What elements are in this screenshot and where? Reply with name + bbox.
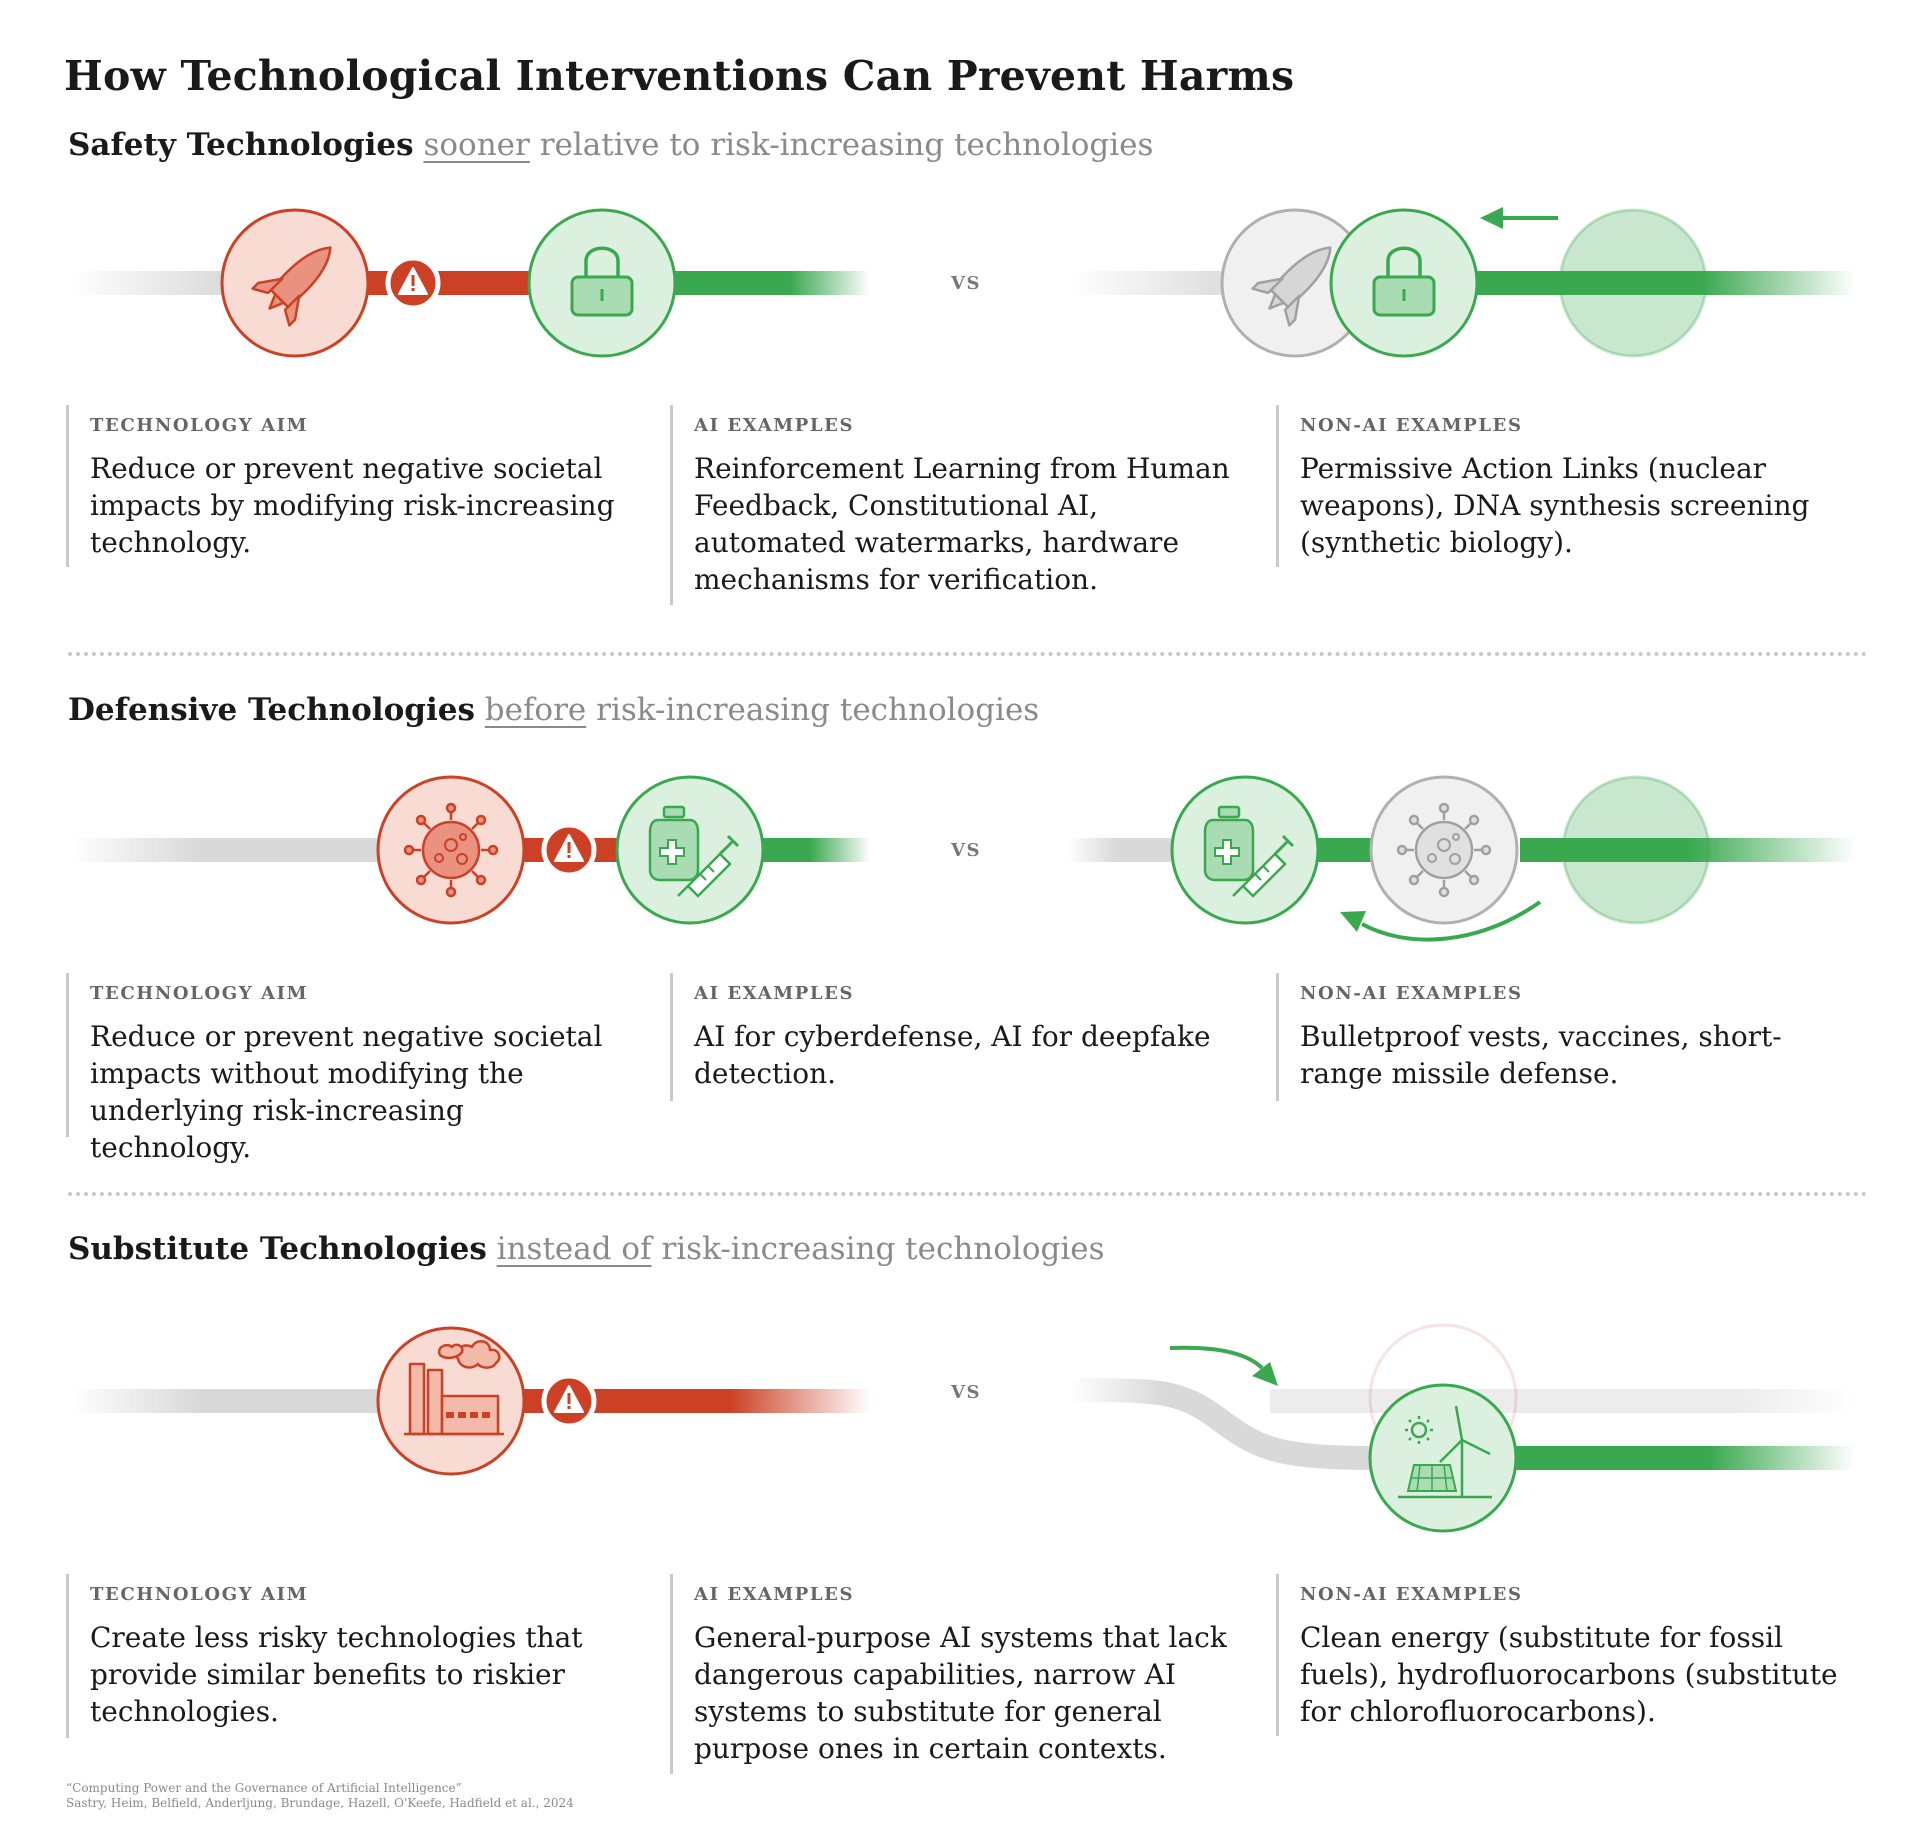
info-column-ai-examples: AI EXAMPLES Reinforcement Learning from … — [670, 405, 1234, 605]
warning-icon — [385, 255, 441, 311]
column-label: NON-AI EXAMPLES — [1300, 1584, 1523, 1605]
safety-before-track — [70, 271, 870, 295]
virus-icon — [1369, 775, 1519, 925]
column-label: TECHNOLOGY AIM — [90, 415, 309, 436]
heading-modifier: instead of — [496, 1231, 652, 1267]
column-body: Clean energy (substitute for fossil fuel… — [1300, 1621, 1838, 1728]
section-divider — [68, 1192, 1868, 1196]
column-body: AI for cyberdefense, AI for deepfake det… — [694, 1020, 1211, 1090]
info-column-non-ai-examples: NON-AI EXAMPLES Clean energy (substitute… — [1276, 1574, 1840, 1736]
info-column-technology-aim: TECHNOLOGY AIM Reduce or prevent negativ… — [66, 405, 630, 567]
column-label: NON-AI EXAMPLES — [1300, 983, 1523, 1004]
substitute-after-track — [1069, 1378, 1855, 1470]
column-body: Create less risky technologies that prov… — [90, 1621, 583, 1728]
vaccine-icon — [615, 775, 765, 925]
heading-modifier: before — [484, 692, 587, 728]
column-label: AI EXAMPLES — [694, 415, 855, 436]
section-divider — [68, 652, 1868, 656]
ghost-position-marker — [1561, 775, 1711, 925]
column-label: NON-AI EXAMPLES — [1300, 415, 1523, 436]
section-heading-substitute: Substitute Technologies instead of risk-… — [68, 1231, 1105, 1267]
arrow-icon — [1340, 900, 1542, 942]
substitute-diagram — [0, 1290, 1920, 1550]
citation-authors: Sastry, Heim, Belfield, Anderljung, Brun… — [66, 1796, 574, 1810]
info-column-technology-aim: TECHNOLOGY AIM Create less risky technol… — [66, 1574, 630, 1738]
column-label: AI EXAMPLES — [694, 1584, 855, 1605]
arrow-icon — [1480, 207, 1558, 229]
defensive-before-track — [70, 838, 870, 862]
factory-icon — [376, 1326, 526, 1476]
column-body: Reduce or prevent negative societal impa… — [90, 1020, 603, 1164]
lock-icon — [527, 208, 677, 358]
clean-energy-icon — [1368, 1383, 1518, 1533]
defensive-diagram — [0, 752, 1920, 952]
heading-strong: Defensive Technologies — [68, 692, 475, 728]
column-body: Bulletproof vests, vaccines, short-range… — [1300, 1020, 1782, 1090]
rocket-icon — [220, 208, 370, 358]
vaccine-icon — [1170, 775, 1320, 925]
column-body: Permissive Action Links (nuclear weapons… — [1300, 452, 1810, 559]
section-heading-defensive: Defensive Technologies before risk-incre… — [68, 692, 1039, 728]
vs-label: VS — [951, 1382, 981, 1403]
warning-icon — [541, 822, 597, 878]
lock-icon — [1329, 208, 1479, 358]
heading-strong: Safety Technologies — [68, 127, 414, 163]
citation-title: “Computing Power and the Governance of A… — [66, 1781, 462, 1795]
citation: “Computing Power and the Governance of A… — [66, 1781, 574, 1811]
info-column-non-ai-examples: NON-AI EXAMPLES Permissive Action Links … — [1276, 405, 1840, 567]
info-column-technology-aim: TECHNOLOGY AIM Reduce or prevent negativ… — [66, 973, 630, 1164]
substitute-before-track — [70, 1389, 870, 1413]
heading-rest: risk-increasing technologies — [661, 1231, 1105, 1267]
warning-icon — [541, 1373, 597, 1429]
ghost-position-marker — [1558, 208, 1708, 358]
heading-rest: risk-increasing technologies — [596, 692, 1040, 728]
page-title: How Technological Interventions Can Prev… — [64, 52, 1295, 100]
column-label: TECHNOLOGY AIM — [90, 983, 309, 1004]
column-label: AI EXAMPLES — [694, 983, 855, 1004]
info-column-non-ai-examples: NON-AI EXAMPLES Bulletproof vests, vacci… — [1276, 973, 1840, 1101]
heading-modifier: sooner — [423, 127, 530, 163]
arrow-icon — [1169, 1345, 1278, 1386]
info-column-ai-examples: AI EXAMPLES General-purpose AI systems t… — [670, 1574, 1234, 1774]
column-body: General-purpose AI systems that lack dan… — [694, 1621, 1227, 1765]
info-column-ai-examples: AI EXAMPLES AI for cyberdefense, AI for … — [670, 973, 1234, 1101]
virus-icon — [376, 775, 526, 925]
column-body: Reinforcement Learning from Human Feedba… — [694, 452, 1230, 596]
heading-strong: Substitute Technologies — [68, 1231, 487, 1267]
safety-diagram — [0, 185, 1920, 385]
vs-label: VS — [951, 273, 981, 294]
column-body: Reduce or prevent negative societal impa… — [90, 452, 615, 559]
heading-rest: relative to risk-increasing technologies — [539, 127, 1154, 163]
vs-label: VS — [951, 840, 981, 861]
section-heading-safety: Safety Technologies sooner relative to r… — [68, 127, 1153, 163]
safety-after-track — [1068, 271, 1855, 295]
column-label: TECHNOLOGY AIM — [90, 1584, 309, 1605]
